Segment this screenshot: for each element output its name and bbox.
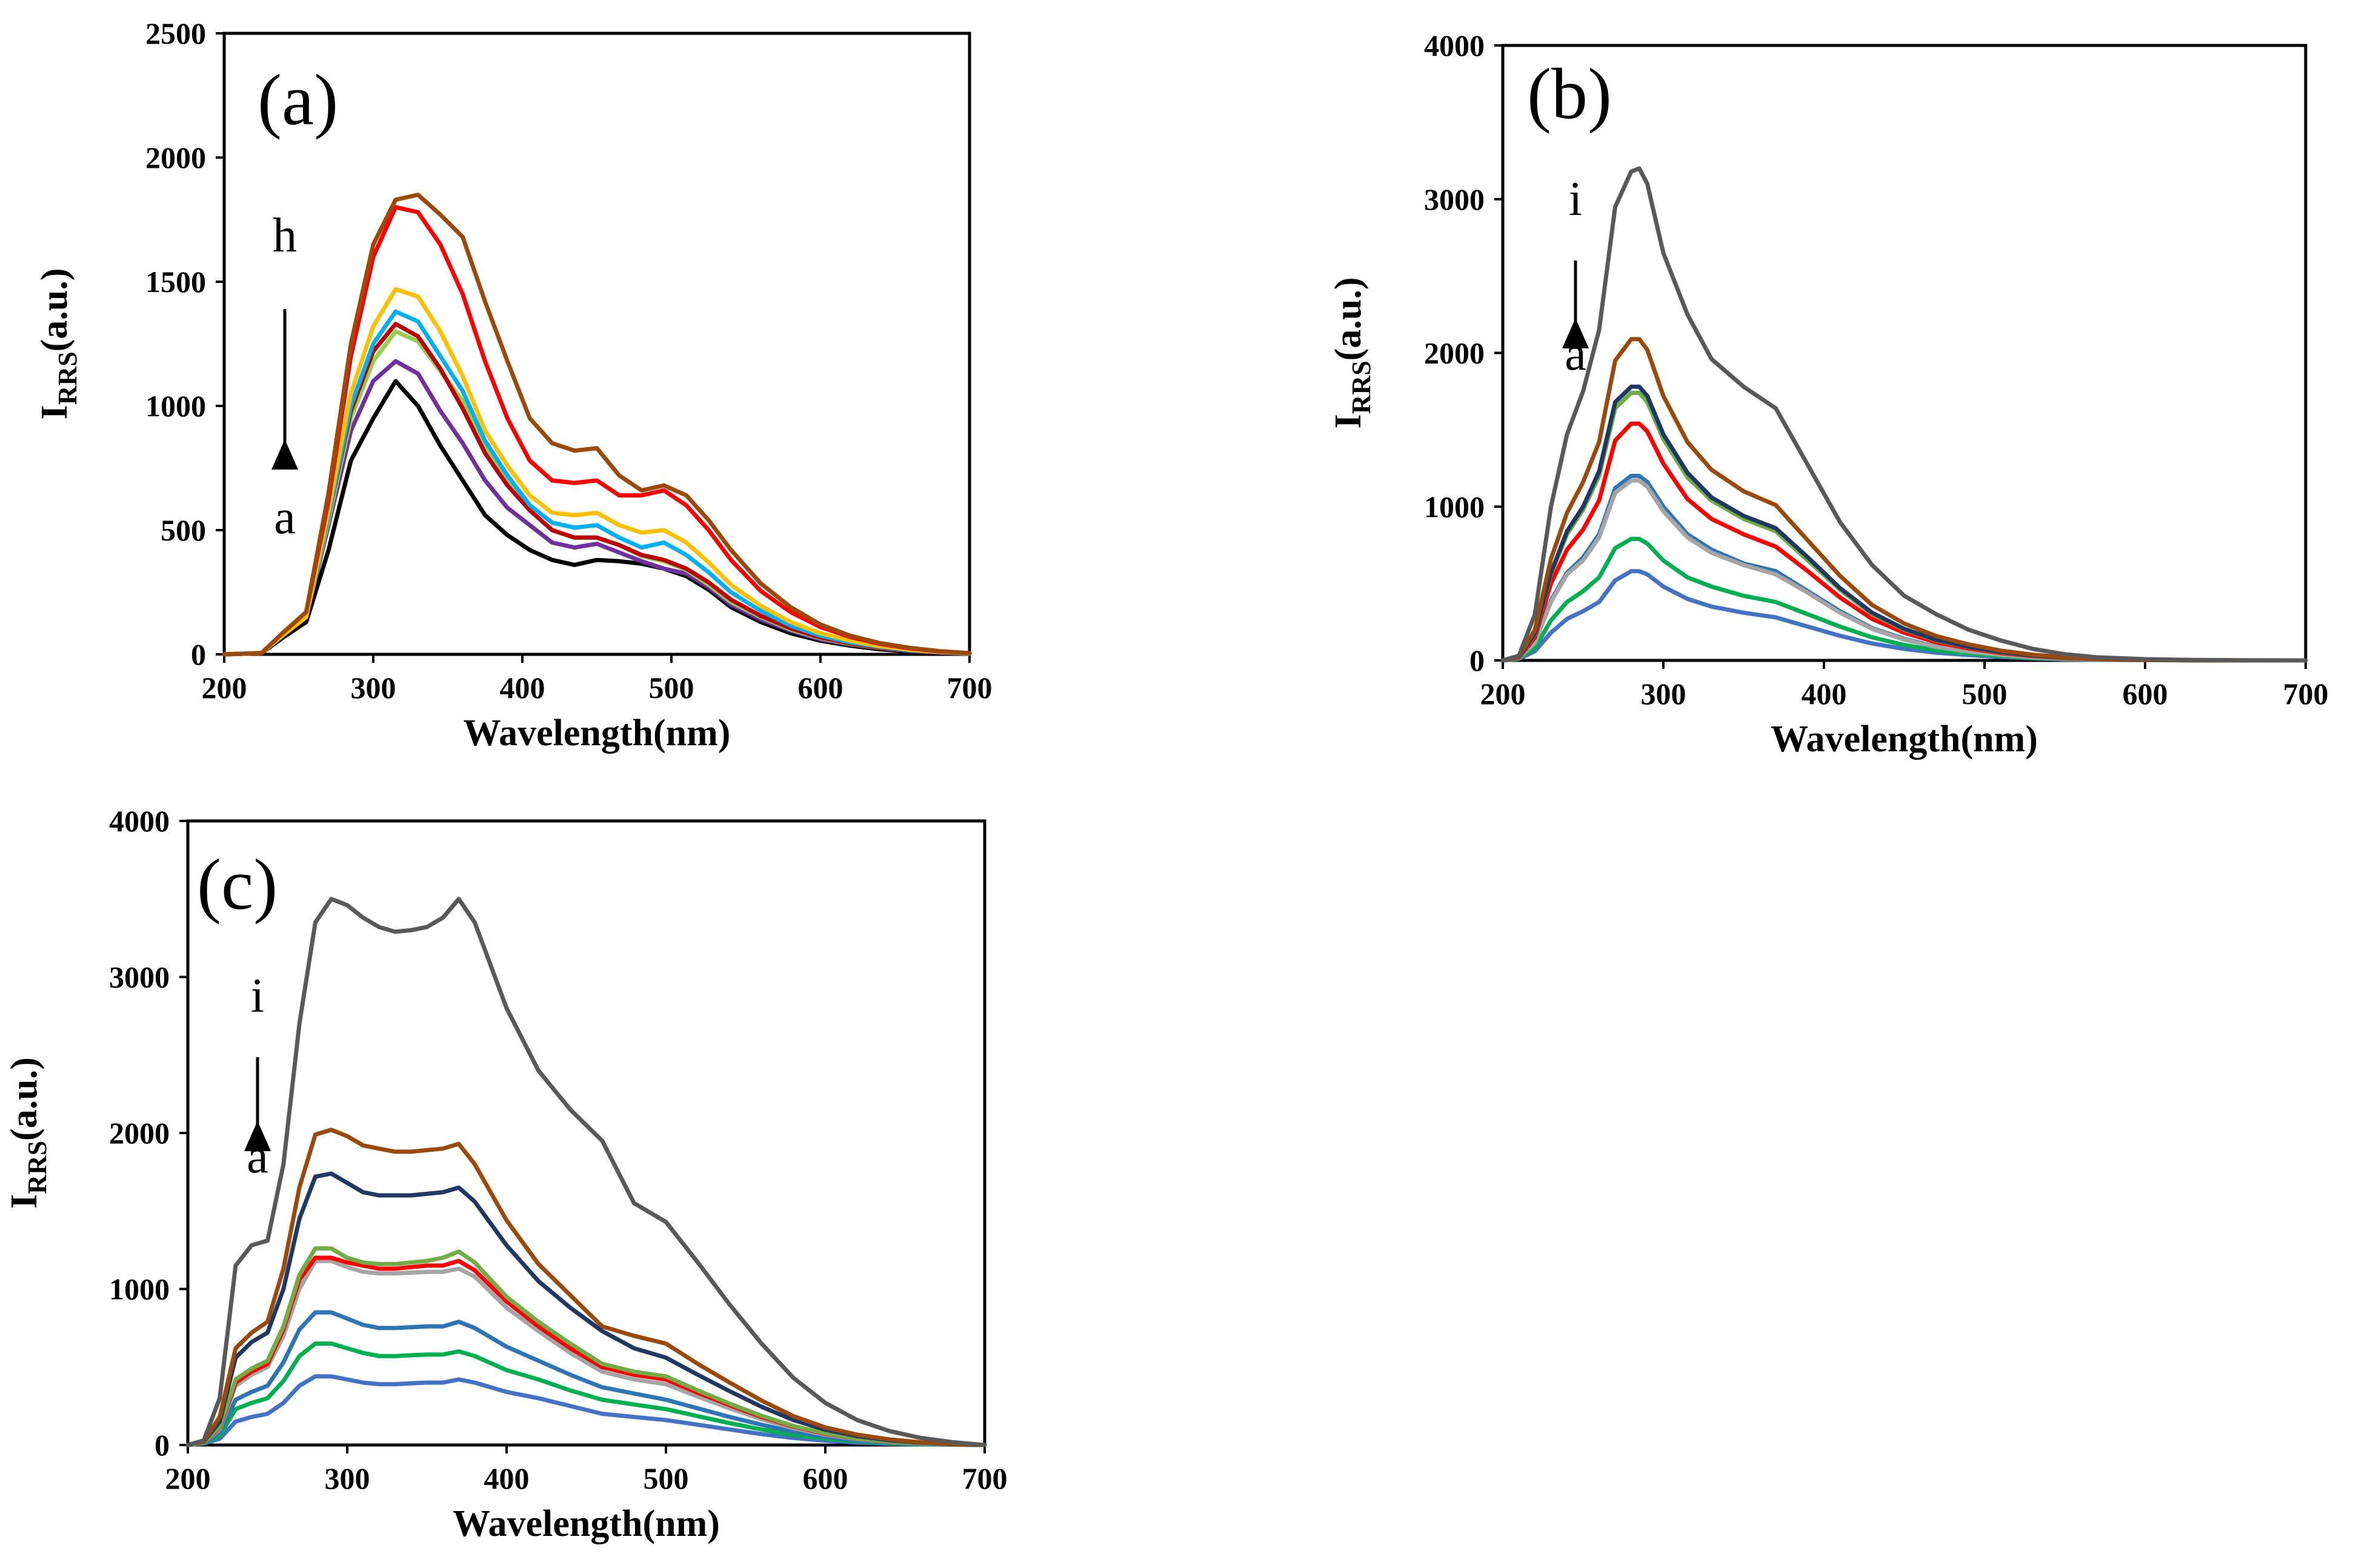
- x-tick-label: 400: [500, 671, 545, 705]
- arrow-label-top: i: [251, 969, 264, 1023]
- series-line-h: [222, 193, 972, 657]
- y-tick-label: 2000: [145, 141, 206, 174]
- y-axis-title-unit: (a.u.): [34, 268, 75, 352]
- x-tick-label: 300: [351, 671, 396, 705]
- arrow-label-bottom: a: [247, 1130, 268, 1183]
- series-line-g: [185, 1171, 987, 1447]
- x-tick-label: 700: [2283, 677, 2329, 711]
- y-axis-title-unit: (a.u.): [1328, 277, 1369, 361]
- series-line-h: [185, 1128, 987, 1447]
- series-line-c: [222, 329, 972, 657]
- y-tick-label: 1000: [145, 389, 206, 423]
- x-tick-label: 700: [947, 671, 993, 705]
- y-tick-label: 3000: [109, 960, 170, 994]
- y-tick-label: 4000: [1424, 28, 1485, 62]
- y-axis-title-subscript: RRS: [53, 351, 82, 405]
- y-tick-label: 3000: [1424, 182, 1485, 216]
- x-tick-label: 600: [798, 671, 843, 705]
- series-line-a: [185, 1374, 987, 1447]
- y-axis-title-unit: (a.u.): [4, 1057, 45, 1141]
- y-tick-label: 1000: [109, 1272, 170, 1306]
- y-axis-title: IRRS(a.u.): [34, 268, 82, 420]
- y-axis-title: IRRS(a.u.): [1328, 277, 1376, 429]
- y-tick-label: 2500: [145, 16, 206, 50]
- y-tick-label: 1000: [1424, 490, 1485, 523]
- x-tick-label: 200: [202, 671, 247, 705]
- series-line-b: [185, 1341, 987, 1447]
- arrow-label-top: h: [273, 209, 297, 262]
- arrow-up-icon: [271, 439, 298, 470]
- x-axis-title: Wavelength(nm): [464, 713, 731, 754]
- x-tick-label: 600: [2123, 677, 2168, 711]
- arrow-label-bottom: a: [274, 491, 296, 544]
- series-line-f: [185, 1246, 987, 1447]
- plot-frame: [222, 32, 971, 656]
- y-axis-title: IRRS(a.u.): [4, 1057, 52, 1209]
- y-tick-label: 0: [191, 637, 206, 671]
- panel-label: (b): [1527, 53, 1612, 134]
- x-tick-label: 400: [1802, 677, 1847, 711]
- x-axis-title: Wavelength(nm): [1771, 719, 2038, 760]
- series-line-e: [222, 309, 972, 657]
- series-line-i: [185, 897, 987, 1447]
- series-line-b: [222, 359, 972, 657]
- y-axis-title-subscript: RRS: [22, 1141, 52, 1194]
- series-line-g: [1500, 384, 2308, 663]
- x-tick-label: 500: [644, 1461, 689, 1495]
- panel-c: 200 300 400 500 600 700 0 1000 2000 3000 4000 Wavel…: [4, 804, 1008, 1544]
- y-tick-label: 2000: [109, 1116, 170, 1150]
- series-line-h: [1500, 337, 2308, 663]
- series-line-b: [1500, 537, 2308, 663]
- y-axis-title-subscript: RRS: [1346, 360, 1376, 414]
- y-axis-title-main: I: [34, 405, 75, 419]
- series-line-a: [222, 379, 972, 657]
- x-tick-label: 500: [649, 671, 694, 705]
- y-tick-label: 0: [155, 1428, 170, 1462]
- panel-label: (c): [197, 844, 278, 925]
- arrow-label-bottom: a: [1565, 327, 1586, 380]
- arrow-up-icon: [244, 1121, 271, 1151]
- panel-label: (a): [258, 59, 338, 140]
- x-tick-label: 200: [1480, 677, 1526, 711]
- x-tick-label: 200: [165, 1461, 211, 1495]
- x-tick-label: 300: [1641, 677, 1686, 711]
- x-tick-label: 400: [484, 1461, 530, 1495]
- x-tick-label: 500: [1962, 677, 2008, 711]
- series-line-i: [1500, 166, 2308, 663]
- series-line-c: [185, 1310, 987, 1447]
- arrow-up-icon: [1562, 318, 1589, 348]
- x-tick-label: 600: [803, 1461, 848, 1495]
- y-axis-title-main: I: [4, 1194, 45, 1209]
- y-tick-label: 0: [1469, 643, 1485, 677]
- x-tick-label: 300: [325, 1461, 370, 1495]
- y-tick-label: 2000: [1424, 336, 1485, 370]
- x-tick-label: 700: [962, 1461, 1008, 1495]
- y-tick-label: 4000: [109, 804, 170, 838]
- panel-a: 200 300 400 500 600 700 0 500 1000 1500 2000 2500 Wa…: [34, 16, 993, 754]
- arrow-label-top: i: [1569, 173, 1582, 226]
- y-tick-label: 1500: [145, 265, 206, 299]
- panel-b: 200 300 400 500 600 700 0 1000 2000 3000 4000 Wavel…: [1328, 28, 2329, 760]
- series-line-f: [222, 287, 972, 657]
- y-tick-label: 500: [161, 513, 206, 547]
- x-axis-title: Wavelength(nm): [453, 1503, 720, 1544]
- y-axis-title-main: I: [1328, 414, 1369, 428]
